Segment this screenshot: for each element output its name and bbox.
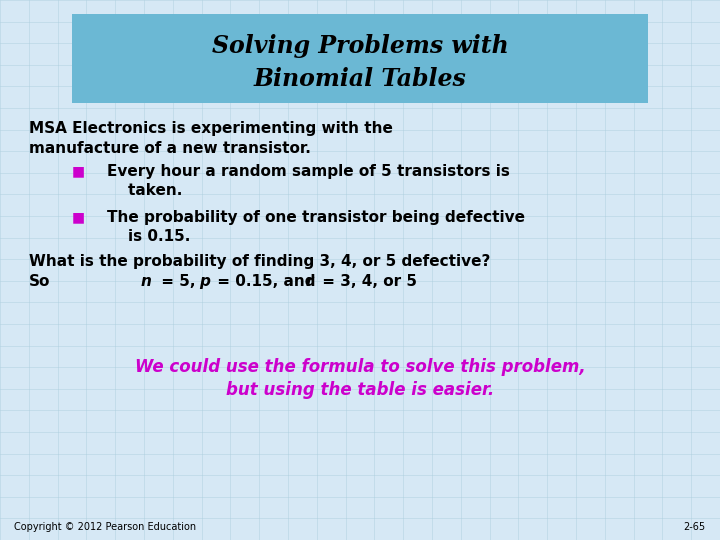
Text: n: n [140, 274, 151, 289]
FancyBboxPatch shape [72, 14, 648, 103]
Text: The probability of one transistor being defective: The probability of one transistor being … [107, 210, 525, 225]
Text: ■: ■ [72, 211, 85, 225]
Text: We could use the formula to solve this problem,: We could use the formula to solve this p… [135, 358, 585, 376]
Text: = 5,: = 5, [156, 274, 201, 289]
Text: ■: ■ [72, 165, 85, 179]
Text: Copyright © 2012 Pearson Education: Copyright © 2012 Pearson Education [14, 522, 197, 531]
Text: What is the probability of finding 3, 4, or 5 defective?: What is the probability of finding 3, 4,… [29, 254, 490, 269]
Text: r: r [306, 274, 313, 289]
Text: = 0.15, and: = 0.15, and [212, 274, 321, 289]
Text: 2-65: 2-65 [683, 522, 706, 531]
Text: manufacture of a new transistor.: manufacture of a new transistor. [29, 141, 310, 156]
Text: Every hour a random sample of 5 transistors is: Every hour a random sample of 5 transist… [107, 164, 510, 179]
Text: p: p [199, 274, 210, 289]
Text: So: So [29, 274, 50, 289]
Text: is 0.15.: is 0.15. [107, 229, 190, 244]
Text: Solving Problems with: Solving Problems with [212, 34, 508, 58]
Text: Binomial Tables: Binomial Tables [253, 68, 467, 91]
Text: but using the table is easier.: but using the table is easier. [226, 381, 494, 399]
Text: = 3, 4, or 5: = 3, 4, or 5 [317, 274, 417, 289]
Text: taken.: taken. [107, 183, 182, 198]
Text: MSA Electronics is experimenting with the: MSA Electronics is experimenting with th… [29, 121, 392, 136]
